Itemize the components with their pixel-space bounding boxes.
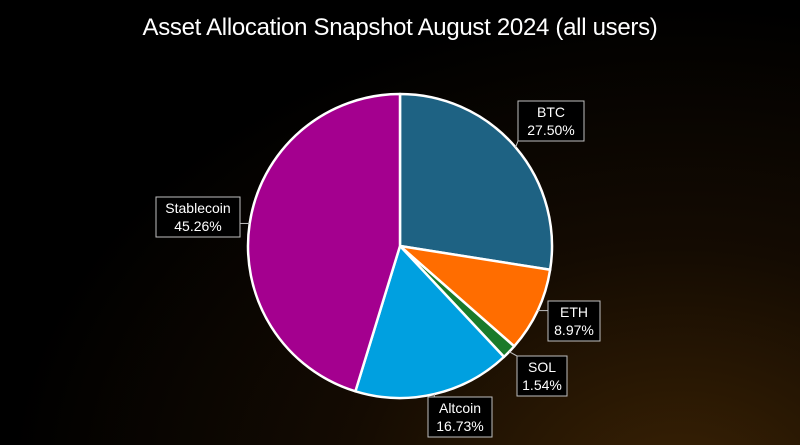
pie-slices	[246, 92, 554, 400]
slice-label-btc: BTC	[537, 104, 565, 120]
slice-btc	[398, 92, 554, 272]
slice-label-sol: SOL	[528, 359, 556, 375]
slice-labels: BTC 27.50% ETH 8.97% SOL 1.54% Altcoin 16.73% St…	[155, 100, 601, 438]
slice-value-sol: 1.54%	[522, 377, 562, 393]
label-box-sol	[516, 355, 568, 397]
label-box-btc	[517, 100, 585, 142]
slice-value-stablecoin: 45.26%	[174, 218, 221, 234]
label-box-altcoin	[427, 396, 493, 438]
slice-value-btc: 27.50%	[527, 122, 574, 138]
leader-line-sol	[508, 351, 518, 357]
slice-stablecoin	[246, 92, 402, 393]
slice-label-altcoin: Altcoin	[439, 400, 481, 416]
slice-label-stablecoin: Stablecoin	[165, 200, 230, 216]
slice-value-eth: 8.97%	[554, 322, 594, 338]
slice-label-eth: ETH	[560, 304, 588, 320]
chart-title: Asset Allocation Snapshot August 2024 (a…	[142, 14, 658, 41]
slice-value-altcoin: 16.73%	[436, 418, 483, 434]
leader-line-btc	[515, 140, 519, 148]
slice-eth	[398, 244, 552, 348]
label-box-eth	[547, 300, 601, 342]
label-box-stablecoin	[155, 196, 241, 238]
